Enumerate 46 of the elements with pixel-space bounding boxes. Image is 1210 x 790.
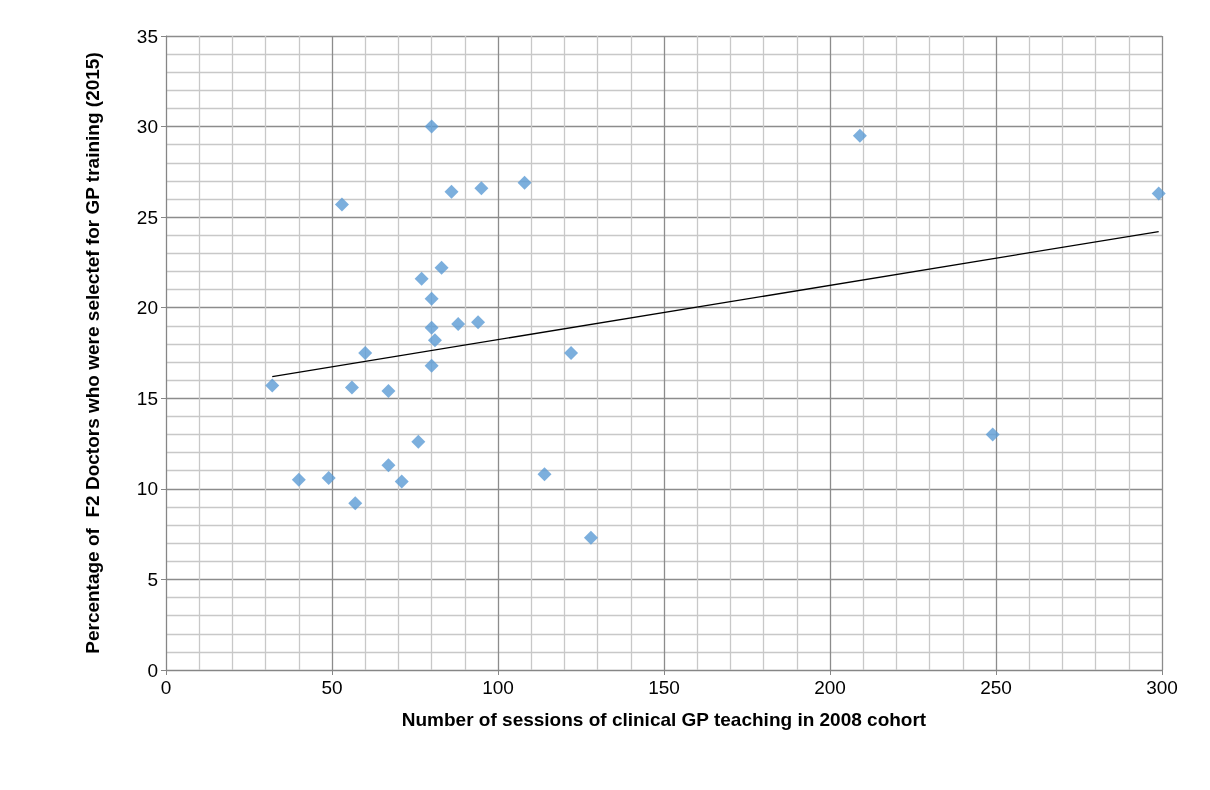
x-tick-label: 200	[814, 677, 846, 698]
y-tick-label: 35	[136, 25, 158, 47]
y-tick-label: 0	[147, 659, 158, 681]
point	[474, 181, 489, 196]
point	[424, 291, 439, 306]
point	[852, 128, 867, 143]
point	[564, 346, 579, 360]
y-tick-label: 20	[136, 297, 158, 319]
y-tick-label: 25	[136, 206, 158, 228]
point	[434, 260, 449, 275]
point	[321, 470, 336, 485]
point	[451, 317, 466, 332]
point	[358, 346, 373, 360]
x-tick-label: 0	[160, 677, 172, 698]
y-tick-label: 15	[136, 387, 158, 409]
point	[381, 458, 396, 473]
x-tick-label: 100	[482, 677, 514, 698]
point	[1151, 186, 1166, 201]
x-tick-label: 150	[648, 677, 680, 698]
point	[537, 467, 552, 482]
point	[583, 530, 598, 545]
point	[411, 434, 426, 449]
y-tick-label: 10	[136, 478, 158, 500]
y-axis-title: Percentage of F2 Doctors who were selectef for GP training (2015)	[81, 52, 103, 654]
point	[517, 175, 532, 190]
point	[394, 474, 409, 489]
x-axis-title: Number of sessions of clinical GP teaching in 2008 cohort	[401, 709, 927, 730]
point	[424, 358, 439, 373]
point	[424, 119, 439, 134]
point	[348, 496, 363, 511]
point	[344, 380, 359, 395]
point	[985, 427, 1000, 442]
point	[427, 333, 442, 348]
point	[381, 384, 396, 399]
y-tick-label: 30	[136, 116, 158, 138]
point	[291, 472, 306, 487]
x-tick-label: 50	[321, 677, 343, 698]
point	[265, 378, 280, 393]
point	[334, 197, 349, 212]
x-tick-label: 250	[980, 677, 1012, 698]
point	[424, 320, 439, 335]
point	[471, 315, 486, 330]
y-tick-label: 5	[147, 568, 158, 590]
x-tick-label: 300	[1146, 677, 1178, 698]
point	[444, 184, 459, 199]
point	[414, 271, 429, 286]
